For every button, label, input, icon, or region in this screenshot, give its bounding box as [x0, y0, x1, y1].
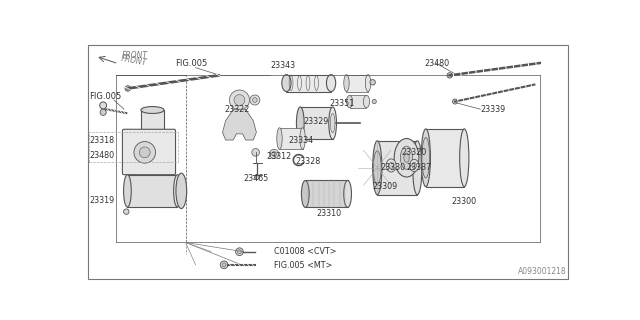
Ellipse shape [272, 152, 276, 156]
Ellipse shape [300, 128, 305, 149]
Bar [287, 75, 331, 92]
Text: 23322: 23322 [224, 105, 250, 114]
Bar [349, 95, 367, 108]
Ellipse shape [373, 151, 381, 185]
Text: 23465: 23465 [243, 174, 269, 183]
Ellipse shape [422, 138, 429, 178]
Text: FIG.005: FIG.005 [175, 59, 208, 68]
Text: 23328: 23328 [296, 157, 321, 166]
Ellipse shape [344, 75, 349, 92]
FancyBboxPatch shape [122, 129, 175, 175]
Ellipse shape [404, 153, 409, 162]
Bar [346, 75, 368, 92]
Circle shape [253, 98, 257, 102]
Ellipse shape [222, 263, 226, 267]
Bar [280, 128, 303, 149]
Ellipse shape [326, 75, 336, 92]
Ellipse shape [100, 109, 106, 116]
Circle shape [230, 90, 250, 110]
Text: 23309: 23309 [372, 182, 398, 191]
Bar [426, 129, 464, 187]
Ellipse shape [410, 159, 419, 172]
Ellipse shape [372, 141, 382, 195]
Text: FRONT: FRONT [122, 51, 148, 60]
Ellipse shape [370, 80, 375, 85]
Ellipse shape [394, 139, 419, 177]
Ellipse shape [344, 180, 351, 207]
Ellipse shape [447, 73, 452, 78]
Ellipse shape [173, 175, 181, 207]
Ellipse shape [100, 102, 107, 109]
Ellipse shape [365, 75, 371, 92]
Text: 23480: 23480 [424, 59, 449, 68]
Ellipse shape [364, 95, 369, 108]
Text: FRONT: FRONT [120, 54, 147, 68]
Bar [300, 107, 333, 139]
Text: C01008 <CVT>: C01008 <CVT> [274, 247, 337, 256]
Circle shape [140, 147, 150, 158]
Text: 23318: 23318 [90, 136, 115, 145]
Text: FIG.005: FIG.005 [90, 92, 122, 101]
Text: 23343: 23343 [270, 61, 296, 70]
Ellipse shape [269, 149, 279, 158]
Ellipse shape [401, 146, 413, 169]
Text: 23339: 23339 [481, 105, 506, 114]
Ellipse shape [452, 99, 458, 104]
Bar [305, 180, 348, 207]
Text: 23310: 23310 [316, 210, 342, 219]
Text: 23351: 23351 [330, 99, 355, 108]
Bar [378, 141, 417, 195]
Ellipse shape [124, 175, 131, 207]
Ellipse shape [124, 209, 129, 214]
Bar [141, 110, 164, 139]
Ellipse shape [412, 162, 417, 169]
Text: 23329: 23329 [303, 117, 329, 126]
Ellipse shape [276, 128, 282, 149]
Text: A093001218: A093001218 [518, 267, 566, 276]
Ellipse shape [389, 162, 394, 169]
Ellipse shape [301, 180, 309, 207]
Text: 23320: 23320 [401, 148, 426, 157]
Ellipse shape [237, 250, 241, 254]
Text: 23330: 23330 [380, 163, 406, 172]
Circle shape [234, 95, 245, 105]
Polygon shape [223, 109, 257, 140]
Ellipse shape [296, 107, 304, 139]
Ellipse shape [236, 248, 243, 256]
Circle shape [252, 148, 259, 156]
Text: 23480: 23480 [90, 151, 115, 160]
Circle shape [250, 95, 260, 105]
Circle shape [134, 141, 156, 163]
Ellipse shape [329, 107, 337, 139]
Ellipse shape [421, 129, 431, 187]
Ellipse shape [255, 175, 259, 179]
Ellipse shape [346, 95, 353, 108]
Ellipse shape [220, 261, 228, 268]
Ellipse shape [176, 173, 187, 209]
Bar [127, 175, 177, 207]
Ellipse shape [386, 159, 396, 172]
Text: 23319: 23319 [90, 196, 115, 204]
Ellipse shape [282, 75, 291, 92]
Ellipse shape [460, 129, 469, 187]
Ellipse shape [141, 136, 164, 143]
Ellipse shape [141, 107, 164, 114]
Text: 23300: 23300 [451, 197, 476, 206]
Ellipse shape [330, 113, 335, 133]
Text: 23334: 23334 [288, 136, 313, 145]
Ellipse shape [372, 100, 376, 104]
Text: 23312: 23312 [266, 152, 292, 161]
Ellipse shape [125, 86, 131, 91]
Text: FIG.005 <MT>: FIG.005 <MT> [274, 261, 332, 270]
Ellipse shape [413, 141, 422, 195]
Text: 23337: 23337 [406, 163, 432, 172]
